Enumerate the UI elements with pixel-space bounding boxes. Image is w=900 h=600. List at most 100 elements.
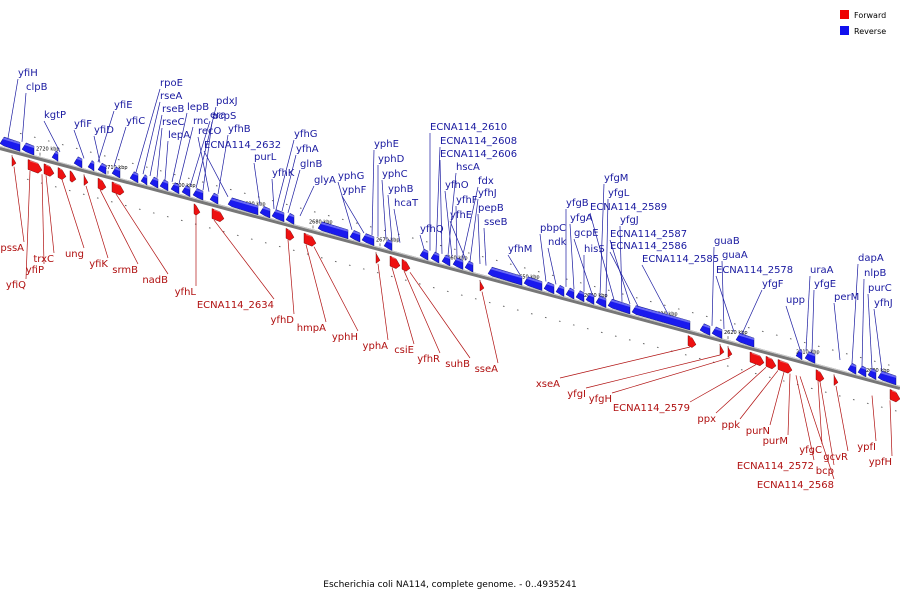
gene-arrow-highlight [46, 163, 54, 169]
gene-label: ECNA114_2572 [737, 461, 814, 472]
gene-label: yfiE [114, 100, 133, 111]
gene-arrow-highlight [100, 163, 106, 168]
gene-leader-line [164, 140, 169, 181]
gene-leader-line [483, 227, 487, 266]
gene-label: era [210, 110, 226, 121]
gene-label: yfhE [450, 210, 472, 221]
gene-label: purC [868, 283, 892, 294]
forward-gene-arrow [57, 167, 67, 180]
gene-arrow-highlight [588, 293, 594, 298]
gene-leader-line [189, 120, 211, 187]
gene-label: dapA [858, 253, 884, 264]
gene-label: trxC [33, 254, 54, 265]
gene-label: yfhO [445, 180, 469, 191]
gene-leader-line [787, 373, 791, 436]
gene-leader-line [115, 193, 169, 275]
gene-leader-line [43, 120, 61, 153]
genome-backbone [0, 146, 900, 390]
gene-arrow-highlight [132, 171, 138, 176]
gene-arrow-highlight [386, 239, 392, 244]
gene-arrow-highlight [892, 389, 900, 394]
gene-leader-line [271, 178, 275, 210]
gene-label: kgtP [44, 110, 66, 121]
gene-label: fdx [478, 176, 494, 187]
legend-forward-label: Forward [854, 11, 886, 20]
gene-leader-line [391, 267, 415, 345]
gene-label: yfhM [508, 244, 532, 255]
gene-leader-line [341, 195, 365, 234]
gene-arrow-highlight [24, 142, 34, 149]
gene-label: yfgH [589, 394, 612, 405]
gene-leader-line [253, 162, 261, 206]
reverse-gene-arrow [543, 281, 555, 295]
gene-arrow-highlight [467, 261, 473, 266]
gene-leader-line [371, 149, 375, 236]
gene-leader-line [805, 275, 811, 351]
gene-leader-line [819, 381, 835, 466]
reverse-gene-arrow [87, 160, 95, 172]
gene-arrow-highlight [807, 351, 815, 357]
gene-label: yphG [338, 171, 364, 182]
gene-label: yphD [378, 154, 405, 165]
gene-leader-line [45, 175, 55, 254]
gene-leader-line [287, 169, 301, 213]
kbp-tick-label: 2620 kbp [724, 330, 748, 336]
gene-arrow-highlight [870, 368, 876, 373]
forward-gene-arrow [889, 389, 900, 403]
reverse-gene-arrow [349, 230, 361, 243]
gene-leader-line [811, 289, 815, 353]
gene-label: ypfH [869, 457, 892, 468]
gene-label: bcp [816, 466, 834, 477]
gene-leader-line [299, 185, 315, 217]
gene-arrow-highlight [422, 249, 428, 254]
gene-arrow-highlight [90, 160, 94, 165]
gene-leader-line [867, 293, 873, 369]
gene-leader-line [377, 263, 389, 341]
gene-arrow-highlight [184, 185, 190, 190]
gene-leader-line [202, 121, 213, 191]
gene-label: nlpB [864, 268, 886, 279]
reverse-gene-arrow [631, 305, 691, 331]
gene-leader-line [21, 92, 27, 142]
gene-label: ppx [697, 414, 716, 425]
legend-reverse-swatch [840, 26, 849, 35]
gene-label: yfgE [814, 279, 836, 290]
gene-arrow-highlight [54, 150, 58, 155]
gene-label: purN [746, 426, 770, 437]
gene-label: perM [834, 292, 859, 303]
gene-label: ECNA114_2606 [440, 149, 517, 160]
gene-label: lepB [187, 102, 209, 113]
gene-label: ECNA114_2587 [610, 229, 687, 240]
forward-gene-arrow [815, 369, 825, 382]
gene-label: sseA [475, 364, 499, 375]
reverse-gene-arrow [487, 266, 523, 286]
gene-label: uraA [810, 265, 834, 276]
gene-label: pdxJ [216, 96, 238, 107]
reverse-gene-arrow [259, 206, 271, 219]
gene-arrow-highlight [546, 282, 554, 287]
gene-label: yfhA [296, 144, 319, 155]
gene-arrow-highlight [195, 188, 203, 194]
gene-arrow-highlight [162, 179, 168, 184]
kbp-tick-label: 2720 kbp [36, 147, 60, 153]
gene-label: ypfI [857, 442, 876, 453]
gene-arrow-highlight [610, 299, 630, 307]
reverse-gene-arrow [170, 182, 180, 195]
reverse-gene-arrow [192, 188, 204, 201]
gene-label: yfhB [228, 124, 251, 135]
gene-arrow-highlight [288, 228, 294, 233]
gene-label: guaA [722, 250, 748, 261]
reverse-gene-arrow [419, 248, 429, 261]
gene-leader-line [313, 246, 359, 332]
gene-leader-line [409, 272, 471, 359]
reverse-gene-arrow [795, 348, 803, 361]
gene-label: yfiP [26, 265, 44, 276]
gene-leader-line [305, 244, 327, 323]
forward-gene-arrow [193, 203, 201, 216]
gene-leader-line [195, 106, 217, 189]
gene-label: yfgI [567, 389, 586, 400]
gene-label: pbpC [540, 223, 566, 234]
gene-leader-line [142, 101, 161, 175]
gene-leader-line [741, 289, 763, 335]
